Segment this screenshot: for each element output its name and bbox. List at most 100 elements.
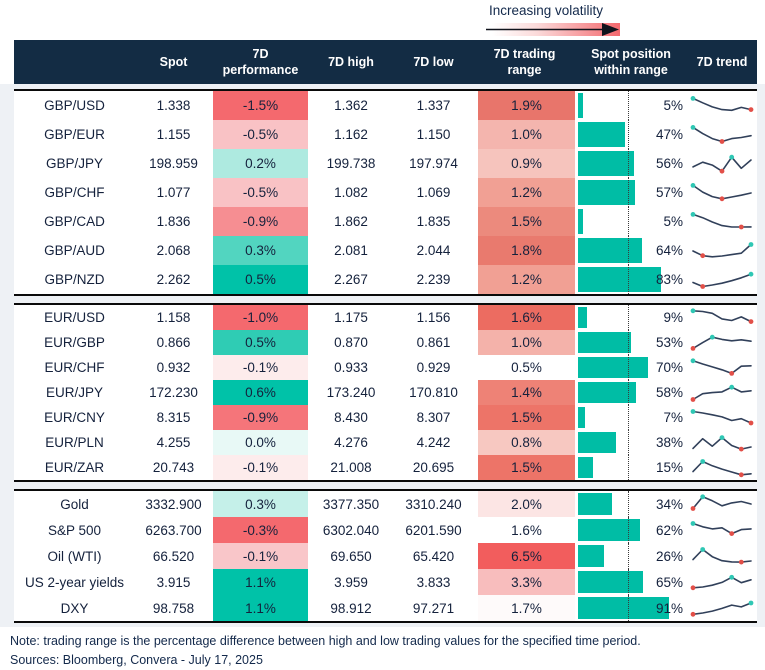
trend-cell [687,455,757,480]
trend-cell [687,405,757,430]
trend-sparkline [692,241,754,258]
low-value: 1.337 [416,98,451,113]
high-value: 8.430 [334,410,368,425]
performance-value: -0.5% [242,185,279,200]
trading-range-cell: 1.5% [474,207,575,236]
spot-value: 6263.700 [145,522,202,538]
instrument-label: GBP/JPY [45,156,104,171]
trading-range-cell: 1.9% [474,91,575,120]
volatility-gradient-bar [486,23,620,36]
trend-sparkline [692,271,754,289]
low-value: 0.861 [416,335,451,350]
trend-sparkline [690,574,752,591]
performance-cell: -0.5% [212,120,309,149]
trend-cell [687,595,757,621]
performance-value: 0.2% [245,156,276,171]
trend-sparkline [690,600,754,617]
performance-cell: -1.5% [212,91,309,120]
instrument-label: S&P 500 [47,522,102,538]
high-value: 0.933 [334,360,368,375]
high-value: 0.870 [334,335,368,350]
high-value: 3.959 [334,574,368,590]
instrument-label: EUR/PLN [45,435,104,450]
performance-value: -1.0% [242,310,279,325]
position-bar [578,545,604,567]
trend-sparkline [690,307,754,324]
spot-value: 1.155 [156,127,191,142]
low-value: 4.242 [416,435,451,450]
position-bar [578,307,587,328]
performance-value: -0.1% [242,548,279,564]
trading-range-value: 3.3% [511,574,542,590]
trading-range-value: 1.2% [511,272,542,287]
spot-value: 4.255 [156,435,191,450]
performance-value: 0.3% [245,243,276,258]
position-bar [578,432,616,453]
high-value: 2.267 [334,272,368,287]
high-value: 69.650 [330,548,372,564]
instrument-label: EUR/ZAR [44,460,105,475]
table-row: EUR/PLN 4.255 0.0% 4.276 4.242 0.8% 38% [14,430,757,455]
trend-cell [687,355,757,380]
trading-range-value: 1.8% [511,243,542,258]
trend-cell [687,91,757,120]
low-value: 8.307 [416,410,451,425]
position-cell: 47% [575,120,687,149]
spot-value: 20.743 [152,460,195,475]
spot-value: 1.077 [156,185,191,200]
footnote-sources: Sources: Bloomberg, Convera - July 17, 2… [10,652,263,667]
performance-value: 0.5% [245,272,276,287]
trading-range-value: 1.2% [511,185,542,200]
trading-range-cell: 1.5% [474,405,575,430]
trading-range-value: 0.8% [511,435,542,450]
high-value: 4.276 [334,435,368,450]
position-cell: 7% [575,405,687,430]
performance-value: 1.1% [245,574,276,590]
spot-value: 172.230 [149,385,198,400]
performance-cell: -0.9% [212,207,309,236]
trend-cell [687,569,757,595]
trend-cell [687,491,757,517]
position-cell: 34% [575,491,687,517]
volatility-arrow-icon [486,23,619,36]
trend-sparkline [690,211,752,229]
position-cell: 15% [575,455,687,480]
performance-value: -0.1% [242,360,279,375]
performance-cell: 0.2% [212,149,309,178]
performance-cell: -1.0% [212,305,309,330]
performance-value: -0.9% [242,410,279,425]
trading-range-value: 1.5% [511,460,542,475]
trading-range-value: 1.4% [511,385,542,400]
table-row: US 2-year yields 3.915 1.1% 3.959 3.833 … [14,569,757,595]
position-percent: 38% [655,435,683,450]
low-value: 1.150 [416,127,451,142]
high-value: 199.738 [326,156,376,171]
instrument-label: Oil (WTI) [47,548,102,564]
trend-sparkline [692,547,752,565]
table-row: EUR/CNY 8.315 -0.9% 8.430 8.307 1.5% 7% [14,405,757,430]
position-percent: 53% [655,335,683,350]
performance-cell: 0.3% [212,236,309,265]
spot-value: 98.758 [152,600,195,616]
high-value: 173.240 [326,385,376,400]
trend-sparkline [690,494,752,511]
trend-sparkline [692,458,752,477]
instrument-label: GBP/USD [44,98,105,113]
position-cell: 5% [575,207,687,236]
performance-value: -0.1% [242,460,279,475]
table-row: GBP/USD 1.338 -1.5% 1.362 1.337 1.9% 5% [14,91,757,120]
spot-value: 66.520 [152,548,195,564]
trading-range-value: 0.5% [511,360,542,375]
position-bar [578,332,631,353]
column-header-performance: 7D performance [222,46,299,77]
position-cell: 38% [575,430,687,455]
position-percent: 5% [663,214,683,229]
position-percent: 15% [655,460,683,475]
position-percent: 70% [655,360,683,375]
trading-range-cell: 2.0% [474,491,575,517]
position-cell: 91% [575,595,687,621]
table-row: Gold 3332.900 0.3% 3377.350 3310.240 2.0… [14,491,757,517]
performance-cell: -0.5% [212,178,309,207]
trend-sparkline [690,408,754,425]
trading-range-value: 2.0% [511,496,542,512]
